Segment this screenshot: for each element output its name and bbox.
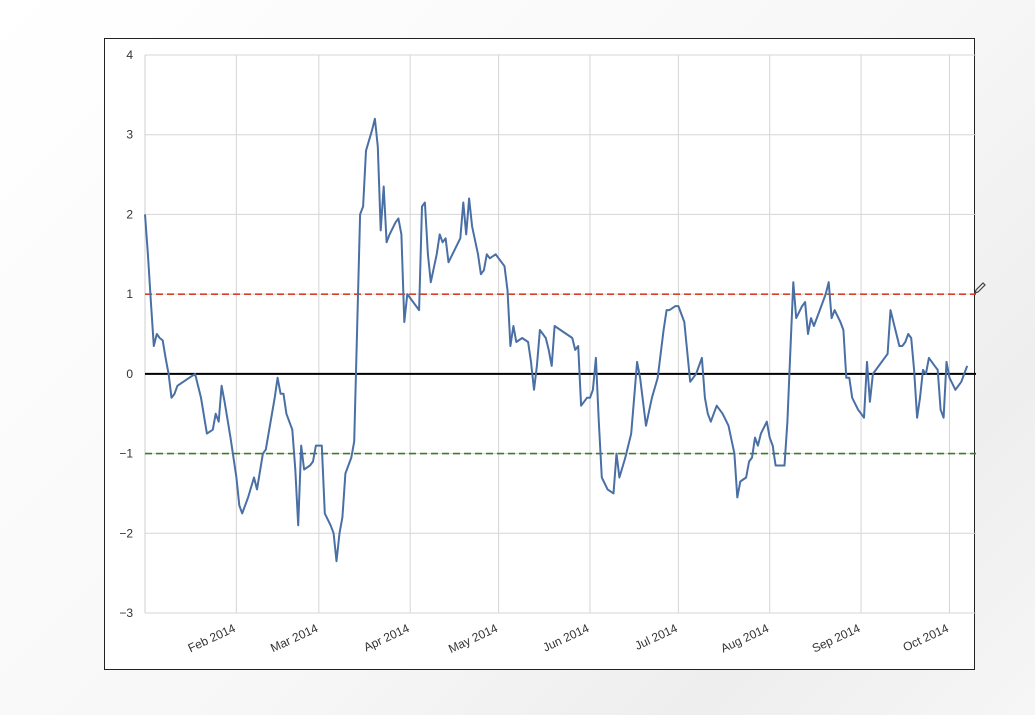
y-tick-label: 3 <box>126 128 133 142</box>
x-tick-label: Sep 2014 <box>810 621 863 656</box>
x-tick-label: Oct 2014 <box>901 621 951 654</box>
y-tick-label: 1 <box>126 287 133 301</box>
reference-lines <box>145 293 976 455</box>
x-tick-label: May 2014 <box>446 621 500 656</box>
x-tick-label: Jul 2014 <box>633 621 680 653</box>
y-tick-label: 4 <box>126 48 133 62</box>
x-axis-ticks: Feb 2014 Mar 2014 Apr 2014 May 2014 Jun 2014… <box>186 621 951 656</box>
series-line <box>144 117 969 563</box>
y-tick-label: 2 <box>126 207 133 221</box>
x-tick-label: Aug 2014 <box>718 621 771 656</box>
y-axis-ticks: −3 −2 −1 0 1 2 3 4 <box>119 48 133 620</box>
x-tick-label: Feb 2014 <box>186 621 238 655</box>
grid <box>144 54 976 614</box>
x-tick-label: Apr 2014 <box>361 621 411 654</box>
series-layer <box>144 117 969 563</box>
y-tick-label: 0 <box>126 367 133 381</box>
y-tick-label: −2 <box>119 526 133 540</box>
x-tick-label: Mar 2014 <box>268 621 320 655</box>
y-tick-label: −3 <box>119 606 133 620</box>
y-tick-label: −1 <box>119 447 133 461</box>
line-chart: −3 −2 −1 0 1 2 3 4 Feb 2014 Mar 2014 Apr 2014 May … <box>119 48 976 656</box>
pencil-icon[interactable] <box>973 281 987 295</box>
x-tick-label: Jun 2014 <box>541 621 592 655</box>
chart-frame: −3 −2 −1 0 1 2 3 4 Feb 2014 Mar 2014 Apr 2014 May … <box>104 38 976 670</box>
